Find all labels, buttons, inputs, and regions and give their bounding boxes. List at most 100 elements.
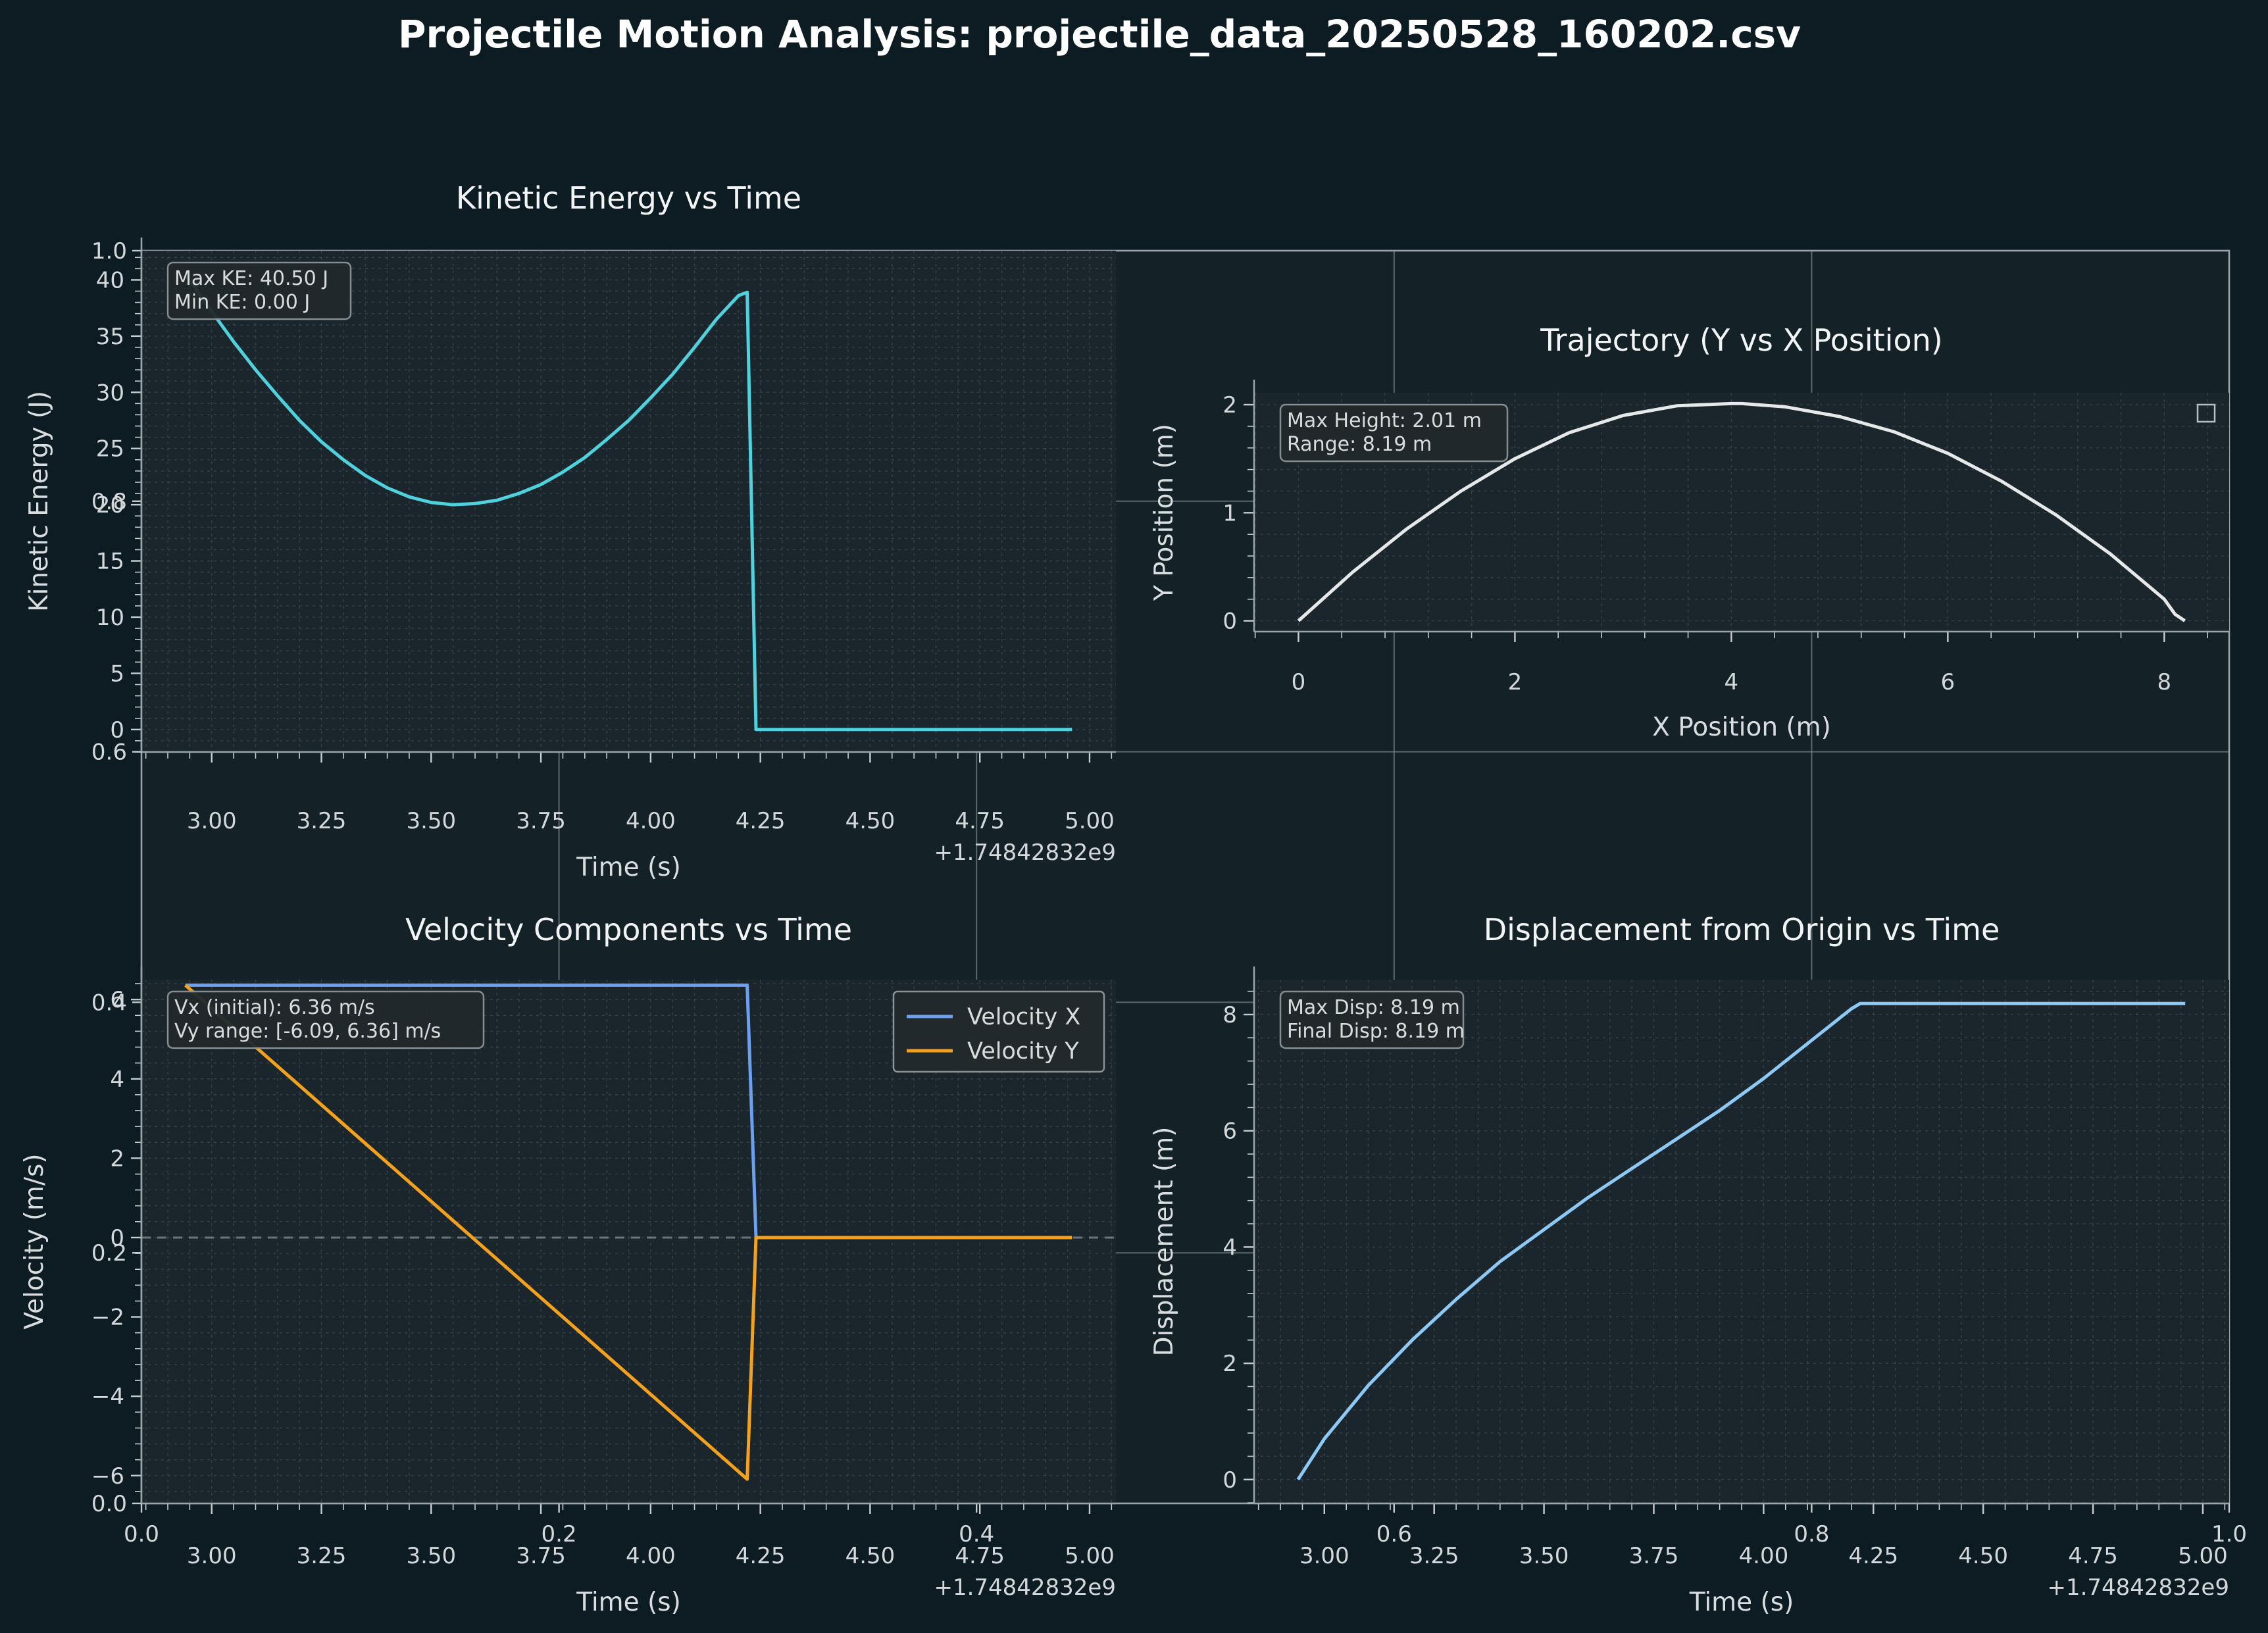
- subplot-title: Trajectory (Y vs X Position): [1540, 322, 1942, 358]
- x-tick-label: 4.00: [626, 1543, 676, 1569]
- y-tick-label: 6: [110, 987, 124, 1013]
- y-axis-label: Y Position (m): [1149, 424, 1179, 601]
- annotation-line: Max Disp: 8.19 m: [1287, 996, 1460, 1019]
- series-line-disp: [1296, 1001, 2186, 1481]
- x-offset-label: +1.74842832e9: [934, 840, 1116, 866]
- background-x-tick-label: 0.2: [542, 1521, 577, 1547]
- x-tick-label: 4.50: [845, 808, 895, 834]
- y-tick-label: 0: [1222, 609, 1237, 635]
- y-tick-label: 1: [1222, 500, 1237, 526]
- background-x-tick-label: 0.8: [1794, 1521, 1829, 1547]
- x-tick-label: 8: [2157, 669, 2171, 695]
- background-x-tick-label: 0.0: [124, 1521, 159, 1547]
- x-tick-label: 4.75: [2068, 1543, 2118, 1569]
- series-line-vel-velocity-y: [184, 984, 1072, 1481]
- background-x-tick-label: 0.6: [1376, 1521, 1412, 1547]
- background-y-tick-label: 0.6: [91, 740, 127, 766]
- x-tick-label: 3.00: [187, 808, 237, 834]
- x-offset-label: +1.74842832e9: [934, 1574, 1116, 1601]
- legend-label: Velocity Y: [967, 1038, 1079, 1065]
- subplot-title: Kinetic Energy vs Time: [456, 180, 801, 216]
- x-tick-label: 4.50: [1958, 1543, 2008, 1569]
- background-y-tick-label: 0.0: [91, 1491, 127, 1517]
- x-tick-label: 3.00: [187, 1543, 237, 1569]
- background-y-tick-label: 0.8: [91, 489, 127, 515]
- subplot-title: Displacement from Origin vs Time: [1484, 912, 2000, 947]
- y-tick-label: 8: [1222, 1002, 1237, 1028]
- x-tick-label: 4.25: [1848, 1543, 1898, 1569]
- y-tick-label: 5: [110, 661, 124, 687]
- y-tick-label: 20: [96, 492, 124, 518]
- y-tick-label: 6: [1222, 1118, 1237, 1145]
- y-tick-label: 4: [110, 1067, 124, 1093]
- figure-title: Projectile Motion Analysis: projectile_d…: [398, 12, 1801, 57]
- y-tick-label: −2: [91, 1305, 124, 1331]
- y-tick-label: −4: [91, 1384, 124, 1410]
- x-tick-label: 0: [1292, 669, 1306, 695]
- annotation-line: Range: 8.19 m: [1287, 433, 1432, 456]
- y-tick-label: 0: [110, 1225, 124, 1251]
- y-axis-label: Velocity (m/s): [20, 1153, 49, 1329]
- y-tick-label: 0: [1222, 1467, 1237, 1494]
- x-axis-label: Time (s): [1689, 1588, 1794, 1617]
- background-y-tick-label: 0.4: [91, 990, 127, 1016]
- chart-ke: 3.00 3.25 3.50 3.75 4.00 4.25 4.50 4.75 5.00 0 5 10…: [24, 180, 1116, 882]
- x-tick-label: 3.75: [516, 1543, 566, 1569]
- empty-legend-marker: [2196, 403, 2216, 423]
- x-tick-label: 4.50: [845, 1543, 895, 1569]
- y-tick-label: −6: [91, 1463, 124, 1490]
- series-line-ke: [184, 273, 1072, 732]
- annotation-line: Max KE: 40.50 J: [174, 267, 328, 290]
- x-axis-label: X Position (m): [1652, 713, 1831, 742]
- x-tick-label: 5.00: [1065, 808, 1115, 834]
- series-line-traj: [1297, 401, 2186, 622]
- y-tick-label: 40: [96, 267, 124, 293]
- x-tick-label: 3.50: [406, 1543, 456, 1569]
- annotation-line: Final Disp: 8.19 m: [1287, 1020, 1465, 1043]
- y-tick-label: 2: [110, 1145, 124, 1172]
- chart-disp: 3.00 3.25 3.50 3.75 4.00 4.25 4.50 4.75 5.00 0 2 4 6…: [1149, 912, 2229, 1617]
- y-tick-label: 0: [110, 717, 124, 743]
- x-tick-label: 3.00: [1299, 1543, 1349, 1569]
- y-tick-label: 2: [1222, 1351, 1237, 1377]
- y-tick-label: 4: [1222, 1234, 1237, 1261]
- annotation-line: Min KE: 0.00 J: [174, 291, 310, 314]
- x-axis-label: Time (s): [576, 853, 681, 882]
- y-axis-label: Kinetic Energy (J): [24, 391, 54, 612]
- x-tick-label: 2: [1508, 669, 1523, 695]
- x-tick-label: 3.75: [1629, 1543, 1679, 1569]
- x-tick-label: 3.75: [516, 808, 566, 834]
- x-tick-label: 4.75: [955, 808, 1005, 834]
- background-x-tick-label: 0.4: [959, 1521, 994, 1547]
- x-tick-label: 5.00: [1065, 1543, 1115, 1569]
- x-tick-label: 6: [1941, 669, 1955, 695]
- chart-vel: 3.00 3.25 3.50 3.75 4.00 4.25 4.50 4.75 5.00 −6 −4…: [20, 912, 1116, 1617]
- x-tick-label: 3.25: [1409, 1543, 1459, 1569]
- x-tick-label: 3.25: [297, 808, 347, 834]
- annotation-box: [1279, 403, 1509, 463]
- x-tick-label: 4.25: [736, 1543, 786, 1569]
- charts: 3.00 3.25 3.50 3.75 4.00 4.25 4.50 4.75 5.000510…: [20, 180, 2229, 1617]
- y-tick-label: 2: [1222, 392, 1237, 418]
- plot-area: [1254, 980, 2229, 1503]
- x-offset-label: +1.74842832e9: [2047, 1574, 2229, 1601]
- annotation-box: [1279, 990, 1465, 1049]
- x-tick-label: 3.50: [406, 808, 456, 834]
- annotation-line: Max Height: 2.01 m: [1287, 409, 1482, 432]
- y-tick-label: 30: [96, 380, 124, 406]
- background-y-tick-label: 0.2: [91, 1240, 127, 1267]
- y-tick-label: 35: [96, 324, 124, 350]
- x-axis-label: Time (s): [576, 1588, 681, 1617]
- x-tick-label: 5.00: [2178, 1543, 2228, 1569]
- x-tick-label: 4.75: [955, 1543, 1005, 1569]
- x-tick-label: 4.25: [736, 808, 786, 834]
- annotation-line: Vy range: [-6.09, 6.36] m/s: [174, 1020, 441, 1043]
- annotation-box: [166, 990, 485, 1049]
- x-tick-label: 4: [1725, 669, 1739, 695]
- y-tick-label: 25: [96, 436, 124, 463]
- background-x-tick-label: 1.0: [2211, 1521, 2247, 1547]
- y-axis-label: Displacement (m): [1149, 1127, 1179, 1357]
- background-axes-frame: [140, 249, 2230, 1505]
- annotation-line: Vx (initial): 6.36 m/s: [174, 996, 375, 1019]
